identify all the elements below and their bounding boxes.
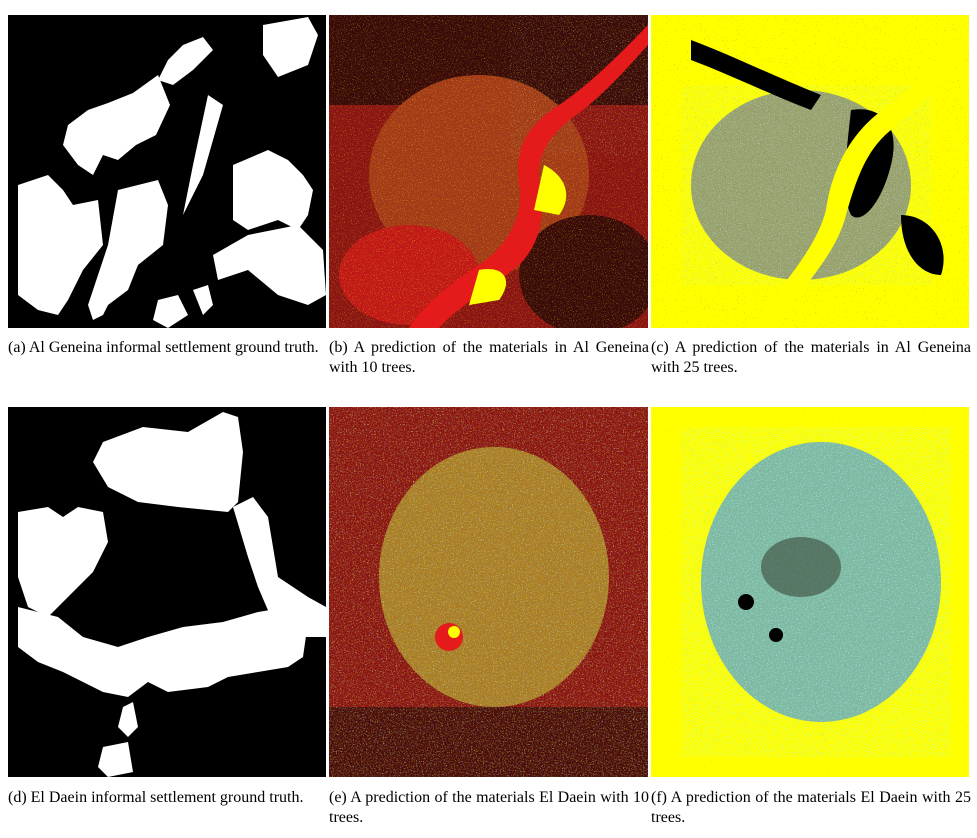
- caption-e: (e) A prediction of the materials El Dae…: [329, 789, 649, 826]
- mask-al-geneina-graphic: [8, 15, 326, 328]
- ground-truth-mask-el-daein: [8, 407, 326, 777]
- ground-truth-mask-al-geneina: [8, 15, 326, 328]
- prediction-el-daein-10-trees: [329, 407, 648, 777]
- mask-el-daein-graphic: [8, 407, 326, 777]
- caption-f: (f) A prediction of the materials El Dae…: [651, 789, 971, 826]
- prediction-el-daein-25-trees: [651, 407, 969, 777]
- prediction-al-geneina-25-trees-graphic: [651, 15, 969, 328]
- prediction-al-geneina-10-trees-graphic: [329, 15, 648, 328]
- prediction-al-geneina-10-trees: [329, 15, 648, 328]
- prediction-el-daein-10-trees-graphic: [329, 407, 648, 777]
- caption-d: (d) El Daein informal settlement ground …: [8, 789, 304, 806]
- caption-a: (a) Al Geneina informal settlement groun…: [8, 339, 319, 356]
- prediction-al-geneina-25-trees: [651, 15, 969, 328]
- caption-b: (b) A prediction of the materials in Al …: [329, 339, 649, 376]
- prediction-el-daein-25-trees-graphic: [651, 407, 969, 777]
- caption-c: (c) A prediction of the materials in Al …: [651, 339, 971, 376]
